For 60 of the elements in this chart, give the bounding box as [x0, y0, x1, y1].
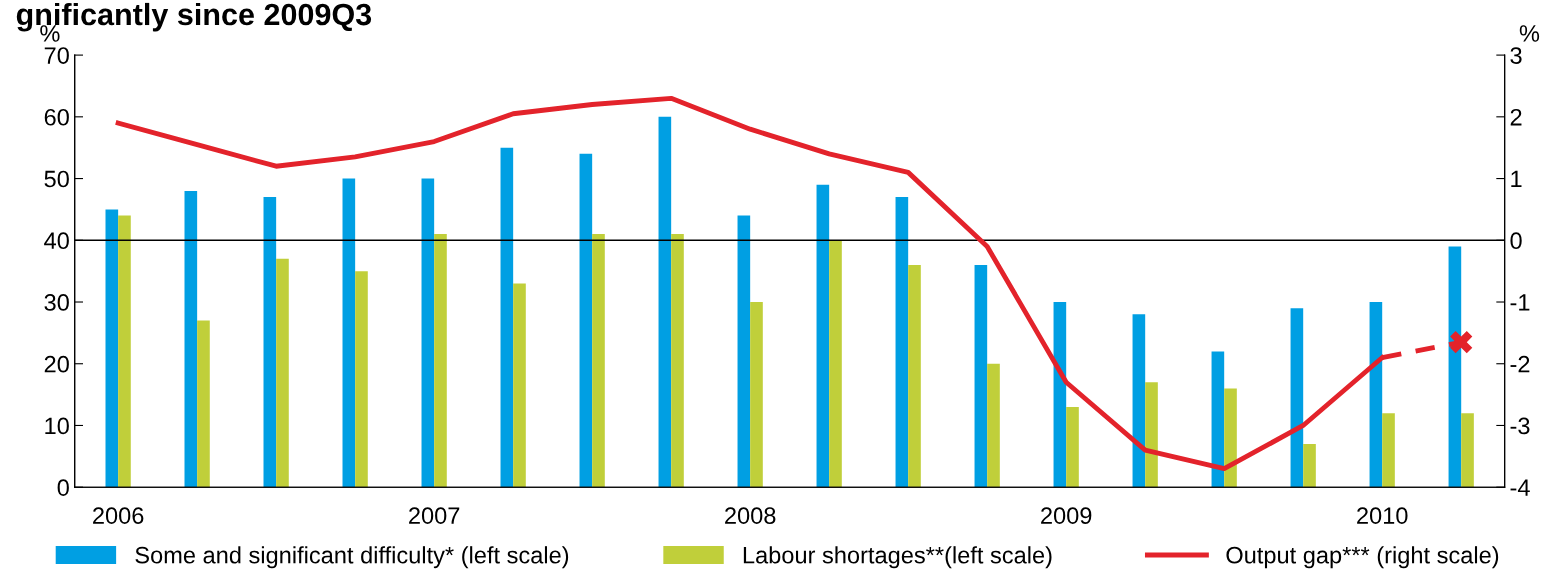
bar [184, 190, 198, 488]
bar [987, 363, 1000, 488]
bar [750, 302, 763, 488]
y-tick-label: 30 [44, 294, 69, 311]
bar [1053, 302, 1067, 488]
bar [1066, 406, 1079, 488]
y2-tick-label: -2 [1510, 355, 1530, 373]
bar [105, 209, 119, 488]
bar [1211, 351, 1225, 488]
y-tick-label: 0 [57, 479, 69, 496]
x-tick-label: 2006 [93, 507, 144, 524]
x-tick-label: 2008 [725, 507, 776, 524]
y2-tick-label: -1 [1510, 294, 1530, 311]
bar [908, 264, 921, 488]
bar [1382, 413, 1395, 488]
y2-tick-label: 2 [1510, 108, 1522, 126]
bar [421, 178, 435, 488]
bar [500, 147, 514, 488]
x-tick-label: 2009 [1041, 507, 1092, 524]
bar [342, 178, 356, 488]
y2-tick-label: 0 [1510, 232, 1522, 250]
bar [1290, 308, 1304, 488]
bar [829, 240, 842, 488]
bar [671, 234, 684, 488]
bar [1145, 382, 1158, 488]
bar [658, 116, 672, 488]
bar [737, 215, 751, 488]
y-tick-label: 70 [44, 47, 69, 64]
y2-axis-title: % [1519, 25, 1540, 42]
y-tick-label: 40 [44, 232, 69, 250]
bar [1132, 314, 1146, 488]
legend-label: Some and significant difficulty* (left scale) [135, 546, 569, 569]
bar [355, 271, 368, 488]
bar [263, 197, 277, 488]
legend-label: Output gap*** (right scale) [1226, 546, 1499, 569]
y-tick-label: 20 [44, 355, 69, 373]
legend-label: Labour shortages**(left scale) [743, 546, 1052, 569]
y2-tick-label: 3 [1510, 47, 1522, 64]
bar [816, 184, 830, 488]
bar [1224, 388, 1237, 488]
bar [895, 197, 909, 488]
bar [434, 234, 447, 488]
y2-tick-label: -4 [1510, 479, 1530, 496]
bar [513, 283, 526, 488]
bar [118, 215, 131, 488]
bar [1369, 302, 1383, 488]
bar [592, 234, 605, 488]
bar [1303, 443, 1316, 488]
x-tick-label: 2010 [1357, 507, 1408, 524]
bar [579, 153, 593, 488]
bar [197, 320, 210, 488]
bar [276, 258, 289, 488]
y-tick-label: 10 [45, 417, 69, 435]
y2-tick-label: -3 [1510, 417, 1530, 435]
x-tick-label: 2007 [409, 507, 460, 524]
y-tick-label: 60 [44, 108, 69, 126]
bar [974, 264, 988, 488]
bar [1461, 413, 1474, 488]
y2-tick-label: 1 [1511, 170, 1522, 188]
y-tick-label: 50 [44, 170, 69, 188]
